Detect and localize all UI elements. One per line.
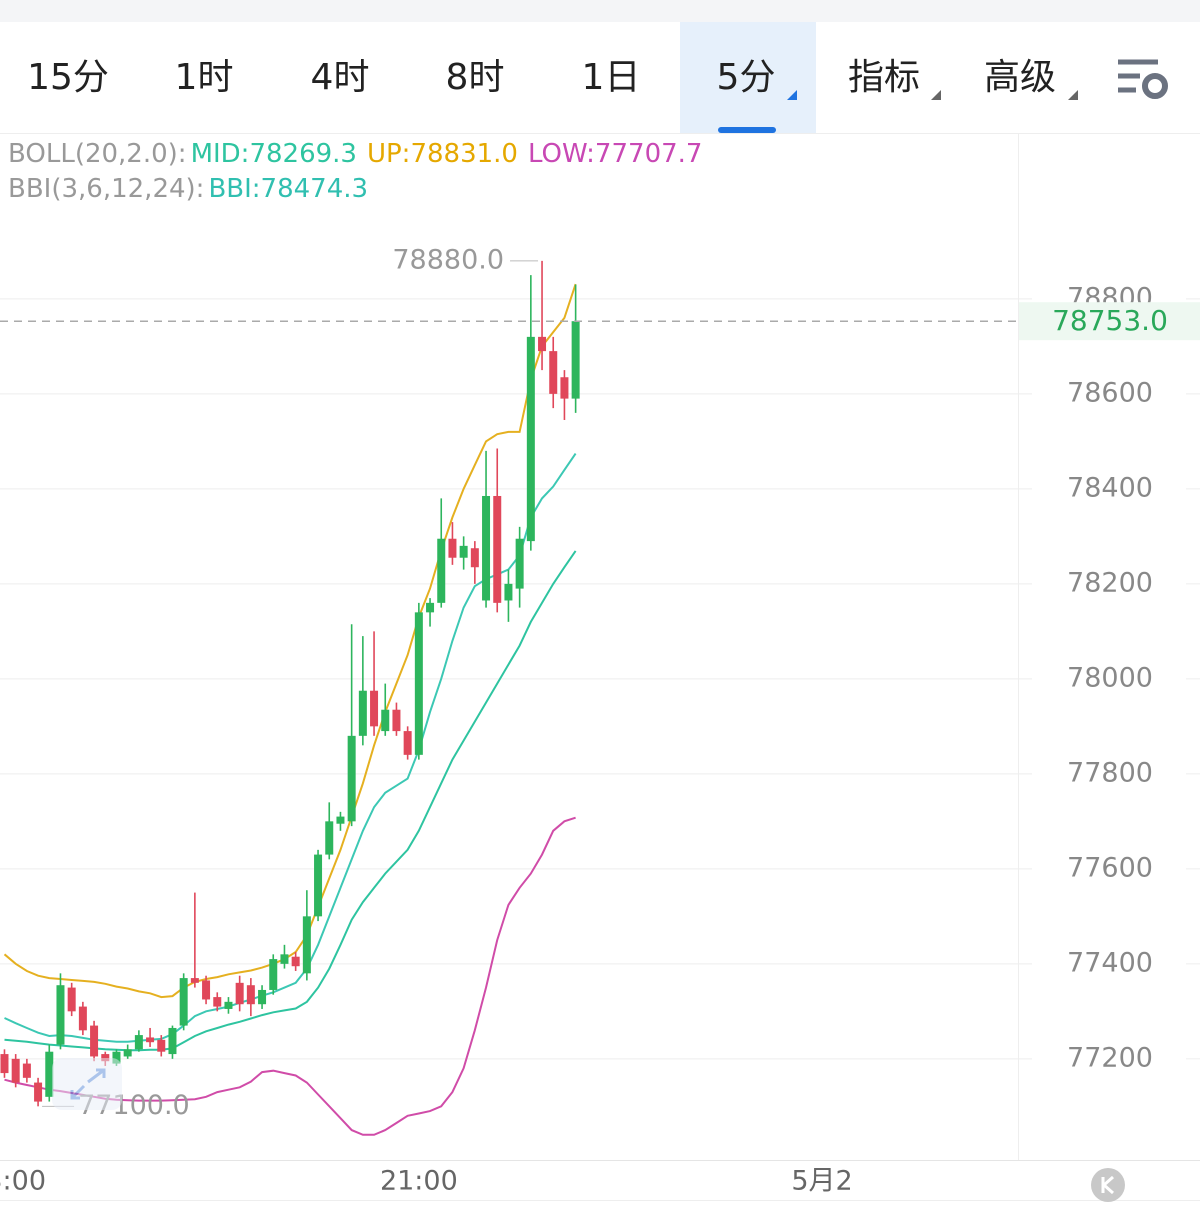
high-marker-label: 78880.0 (392, 244, 504, 275)
candle-body (112, 1051, 121, 1064)
candle-body (437, 538, 446, 603)
x-tick-label: 5月2 (791, 1166, 852, 1197)
legend-entry: LOW:77707.7 (528, 139, 702, 169)
settings-icon[interactable] (1118, 59, 1168, 99)
candle-body (34, 1082, 43, 1102)
candle-body (146, 1037, 155, 1043)
tab-label[interactable]: 15分 (27, 57, 109, 98)
candle-body (426, 602, 435, 613)
candle-body (101, 1054, 110, 1062)
candle-body (448, 538, 457, 558)
candle-body (560, 377, 569, 399)
legend-line: BBI(3,6,12,24): BBI:78474.3 (8, 174, 368, 204)
candle-body (571, 321, 580, 399)
candle-body (134, 1035, 143, 1050)
tab-label[interactable]: 1日 (582, 57, 641, 98)
tab-label[interactable]: 1时 (175, 57, 234, 98)
candle-body (213, 997, 222, 1007)
tab-label[interactable]: 4时 (311, 57, 370, 98)
candle-body (258, 989, 267, 1005)
candle-body (403, 731, 412, 755)
candle-body (414, 612, 423, 755)
y-tick-label: 78200 (1067, 567, 1153, 598)
y-tick-label: 77600 (1067, 852, 1153, 883)
candle-body (302, 916, 311, 974)
candle-body (392, 709, 401, 732)
indicator-line (4, 550, 577, 1052)
candle-body (538, 336, 547, 352)
tab-label[interactable]: 5分 (717, 57, 776, 98)
candle-body (370, 690, 379, 727)
y-tick-label: 77400 (1067, 947, 1153, 978)
candle-body (358, 690, 367, 736)
y-tick-label: 77800 (1067, 757, 1153, 788)
candle-body (291, 956, 300, 967)
candle-body (56, 985, 65, 1045)
tab-arrow (787, 90, 797, 100)
candle-body (269, 959, 278, 990)
candle-body (179, 978, 188, 1026)
tab-label[interactable]: 指标 (848, 57, 920, 98)
legend-label: BBI(3,6,12,24): (8, 174, 204, 204)
candle-body (280, 954, 289, 964)
candle-body (381, 709, 390, 732)
candle-body (526, 336, 535, 542)
candle-body (224, 1001, 233, 1009)
legend-label: BOLL(20,2.0): (8, 139, 187, 169)
candle-body (90, 1025, 99, 1057)
candle-body (549, 351, 558, 394)
y-tick-label: 78400 (1067, 472, 1153, 503)
candle-body (470, 548, 479, 568)
candle-body (45, 1051, 54, 1097)
candle-body (336, 816, 345, 824)
k-icon[interactable] (1091, 1168, 1125, 1202)
x-tick-label: 21:00 (380, 1166, 458, 1197)
legend-entry: UP:78831.0 (367, 139, 518, 169)
legend-entry: BBI:78474.3 (208, 174, 368, 204)
tab-arrow (931, 90, 941, 100)
candle-body (157, 1039, 166, 1052)
candle-body (246, 985, 255, 1005)
tab-arrow (1068, 90, 1078, 100)
indicator-line (4, 453, 577, 1043)
legend-entry: MID:78269.3 (191, 139, 357, 169)
tab-bar: 15分 1时 4时 8时 1日 5分 指标 高级 (27, 57, 1056, 98)
last-price-label: 78753.0 (1052, 304, 1168, 337)
y-tick-label: 77200 (1067, 1042, 1153, 1073)
zoom-icon[interactable] (52, 1058, 122, 1110)
active-tab-underline (718, 127, 776, 133)
candle-body (493, 495, 502, 603)
candle-body (235, 982, 244, 1005)
last-price-box (1019, 302, 1200, 341)
plot: BOLL(20,2.0): MID:78269.3 UP:78831.0 LOW:77… (0, 139, 1200, 1197)
candle-body (325, 821, 334, 855)
x-tick-label: 3:00 (0, 1166, 46, 1197)
candle-body (0, 1054, 9, 1074)
candle-body (482, 495, 491, 601)
candle-body (459, 545, 468, 558)
active-tab-bg (680, 22, 816, 133)
tab-label[interactable]: 高级 (984, 57, 1056, 98)
tab-label[interactable]: 8时 (446, 57, 505, 98)
candle-body (78, 1006, 87, 1031)
y-tick-label: 78000 (1067, 662, 1153, 693)
candle-body (190, 978, 199, 983)
candle-body (202, 980, 211, 1000)
candle-body (347, 735, 356, 822)
candle-body (515, 538, 524, 589)
candle-body (22, 1063, 31, 1078)
y-tick-label: 78600 (1067, 377, 1153, 408)
candle-body (67, 987, 76, 1012)
legend-line: BOLL(20,2.0): MID:78269.3 UP:78831.0 LOW:77… (8, 139, 702, 169)
candle-body (168, 1027, 177, 1055)
status-strip (0, 0, 1200, 22)
candle-body (11, 1058, 20, 1083)
candle-body (504, 583, 513, 601)
indicator-line (3, 283, 577, 999)
candle-body (314, 854, 323, 917)
candle-body (123, 1049, 132, 1057)
